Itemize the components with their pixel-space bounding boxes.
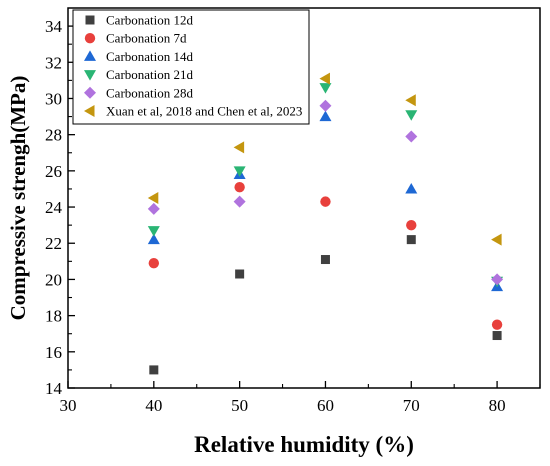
- series-group: [147, 83, 504, 288]
- x-tick-label: 40: [145, 396, 162, 415]
- y-tick-label: 14: [45, 379, 63, 398]
- legend-label: Carbonation 21d: [106, 67, 194, 82]
- y-tick-label: 28: [45, 126, 62, 145]
- data-point: [147, 233, 160, 245]
- legend-marker: [84, 33, 96, 44]
- series-group: [148, 181, 503, 330]
- data-point: [405, 182, 418, 194]
- legend-label: Carbonation 7d: [106, 31, 187, 46]
- x-axis-title: Relative humidity (%): [194, 432, 414, 457]
- legend-box: [72, 9, 310, 125]
- data-point: [320, 255, 330, 265]
- data-point: [233, 166, 246, 177]
- data-point: [233, 195, 246, 208]
- data-point: [147, 202, 160, 215]
- data-point: [406, 219, 417, 231]
- data-point: [320, 196, 331, 207]
- data-point: [405, 130, 418, 143]
- legend-marker: [85, 15, 95, 25]
- data-point: [147, 226, 160, 237]
- data-point: [233, 141, 245, 154]
- y-tick-label: 32: [45, 53, 62, 72]
- x-tick-label: 70: [403, 396, 420, 415]
- x-tick-label: 80: [489, 396, 506, 415]
- y-tick-label: 16: [45, 343, 62, 362]
- x-tick-label: 50: [231, 396, 248, 415]
- series-group: [149, 235, 502, 375]
- data-point: [491, 319, 503, 330]
- legend-marker: [84, 105, 95, 117]
- legend-label: Carbonation 14d: [106, 49, 194, 64]
- data-points: [147, 72, 504, 375]
- y-tick-label: 26: [45, 162, 62, 181]
- data-point: [319, 83, 332, 94]
- legend-label: Xuan et al, 2018 and Chen et al, 2023: [106, 104, 302, 119]
- y-tick-label: 34: [45, 17, 63, 36]
- data-point: [149, 365, 159, 375]
- legend-label: Carbonation 28d: [106, 85, 194, 100]
- data-point: [235, 269, 245, 279]
- axis-ticks: 30 40 50 60 70 80 14 16 18 20 22 24 26 28 30 32 34: [45, 17, 541, 415]
- data-point: [491, 273, 504, 286]
- data-point: [491, 233, 502, 246]
- legend-marker: [84, 50, 96, 61]
- y-tick-label: 22: [45, 234, 62, 253]
- y-tick-label: 20: [45, 270, 62, 289]
- data-point: [492, 331, 502, 341]
- legend-marker: [84, 70, 96, 81]
- data-point: [319, 110, 332, 122]
- data-point: [319, 99, 332, 112]
- y-tick-label: 24: [45, 198, 63, 217]
- y-tick-label: 18: [45, 307, 62, 326]
- x-tick-label: 60: [317, 396, 334, 415]
- data-point: [148, 257, 160, 269]
- x-tick-label: 30: [60, 396, 77, 415]
- data-point: [405, 94, 416, 107]
- legend: Carbonation 12d Carbonation 7d Carbonation…: [72, 9, 310, 125]
- series-group: [147, 99, 504, 286]
- data-point: [147, 192, 159, 204]
- data-point: [406, 235, 416, 245]
- data-point: [234, 181, 245, 193]
- y-axis-title: Compressive strengh(MPa): [6, 76, 30, 321]
- series-group: [147, 72, 502, 246]
- plot-area-frame: [67, 7, 541, 389]
- data-point: [405, 110, 418, 121]
- legend-label: Carbonation 12d: [106, 13, 194, 28]
- data-point: [319, 72, 330, 85]
- y-tick-label: 30: [45, 89, 62, 108]
- legend-marker: [84, 86, 96, 99]
